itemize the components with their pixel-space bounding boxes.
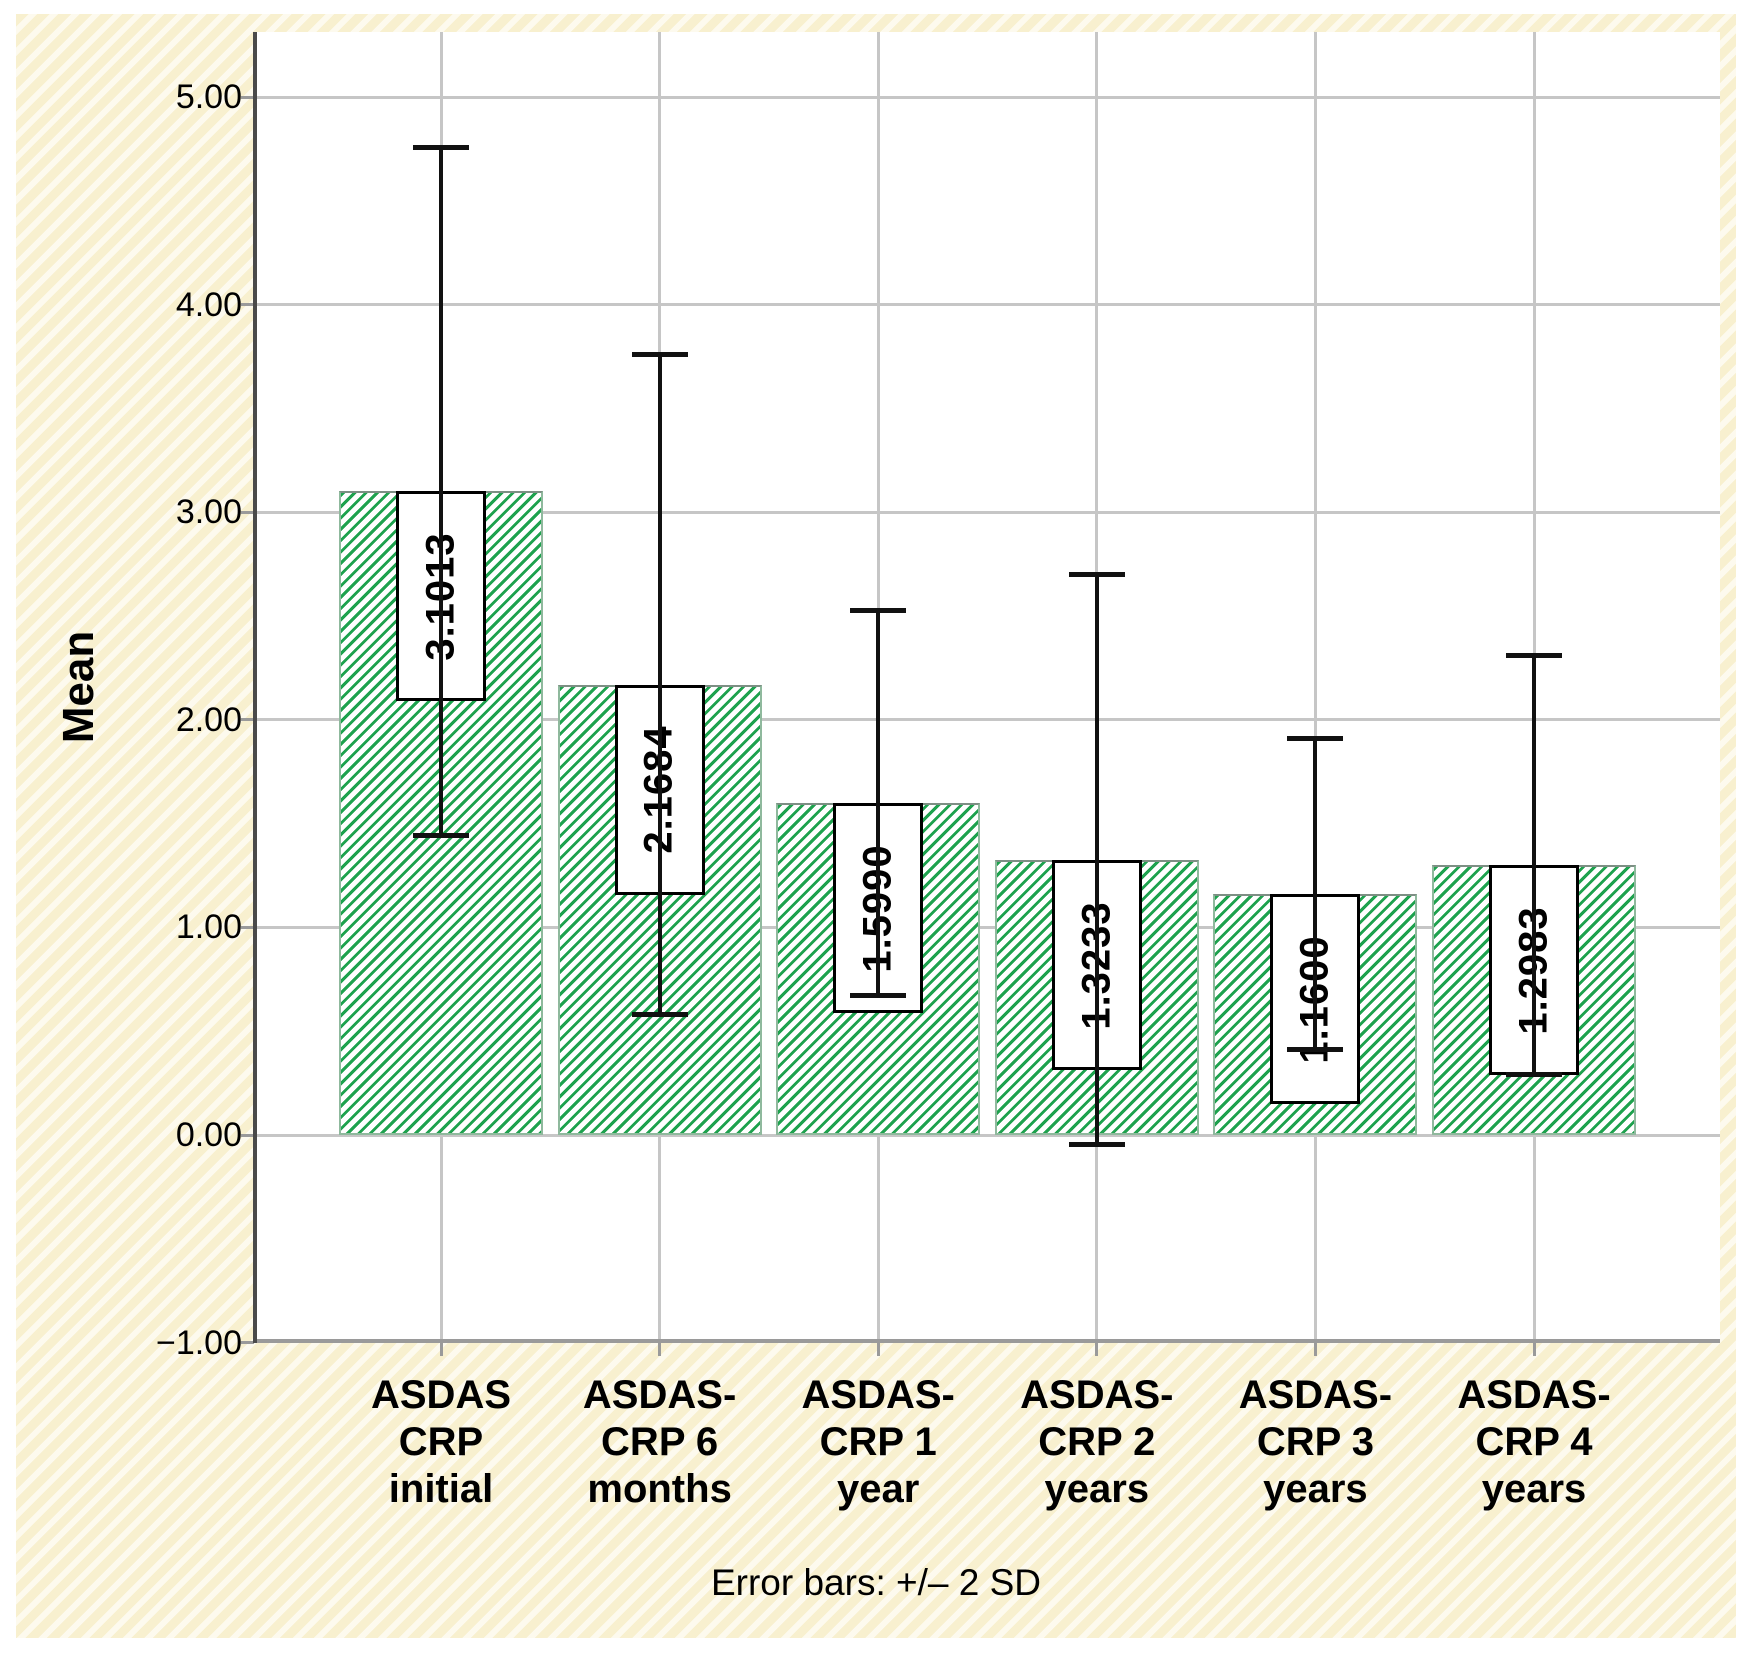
error-bar-line	[439, 146, 443, 837]
error-bar-line	[657, 354, 662, 1015]
x-axis-tick	[1532, 1343, 1536, 1356]
x-axis-tick	[876, 1343, 880, 1356]
error-bar-line	[1094, 574, 1099, 1146]
gridline-horizontal	[257, 303, 1720, 307]
y-axis-title-text: Mean	[54, 630, 104, 744]
y-axis-title: Mean	[34, 547, 124, 827]
error-bar-cap-top	[1506, 653, 1562, 659]
x-axis-tick	[1313, 1343, 1317, 1356]
y-axis-tick	[241, 718, 254, 722]
error-bar-cap-top	[413, 144, 469, 150]
error-bar-cap-bottom	[1506, 1071, 1562, 1077]
y-axis-tick	[241, 1133, 254, 1137]
y-axis-line	[253, 32, 257, 1343]
y-axis-tick	[241, 1341, 254, 1345]
gridline-horizontal	[257, 1133, 1720, 1137]
error-bar-cap-top	[850, 607, 907, 613]
error-bar-cap-bottom	[1068, 1142, 1125, 1148]
y-tick-label: 5.00	[175, 78, 242, 116]
y-axis-tick	[241, 510, 254, 514]
error-bar-cap-bottom	[631, 1011, 688, 1017]
y-tick-label: 1.00	[175, 908, 242, 947]
gridline-horizontal	[257, 510, 1720, 514]
x-category-label: ASDAS- CRP 3 years	[1238, 1373, 1393, 1511]
error-bar-cap-bottom	[413, 833, 469, 839]
y-axis-tick	[241, 925, 254, 929]
x-category-label: ASDAS- CRP 2 years	[1020, 1373, 1174, 1511]
y-axis-tick	[241, 95, 254, 99]
y-tick-label: 0.00	[175, 1116, 242, 1154]
error-bar-line	[1532, 655, 1536, 1075]
y-tick-label: −1.00	[155, 1323, 242, 1362]
error-bar-line	[876, 609, 881, 996]
x-baseline	[257, 1339, 1720, 1343]
x-category-label: ASDAS CRP initial	[370, 1373, 512, 1511]
x-axis-tick	[658, 1343, 662, 1356]
x-category-label: ASDAS- CRP 1 year	[801, 1373, 955, 1511]
x-axis-tick	[1095, 1343, 1099, 1356]
gridline-vertical	[1313, 32, 1317, 1343]
x-axis-tick	[439, 1343, 443, 1356]
error-bars-caption: Error bars: +/– 2 SD	[710, 1562, 1042, 1603]
y-tick-label: 2.00	[175, 700, 242, 739]
y-tick-label: 3.00	[175, 493, 242, 532]
x-category-label: ASDAS- CRP 4 years	[1457, 1373, 1611, 1511]
gridline-horizontal	[257, 95, 1720, 99]
error-bar-cap-top	[1068, 572, 1125, 578]
gridline-horizontal	[257, 925, 1720, 929]
error-bar-line	[1313, 738, 1318, 1050]
x-category-label: ASDAS- CRP 6 months	[582, 1373, 737, 1511]
error-bar-cap-bottom	[1287, 1046, 1344, 1052]
y-axis-tick	[241, 303, 254, 307]
error-bar-cap-top	[1287, 736, 1344, 742]
error-bar-cap-bottom	[850, 992, 907, 998]
error-bar-cap-top	[631, 352, 688, 358]
y-tick-label: 4.00	[175, 285, 242, 324]
gridline-horizontal	[257, 718, 1720, 722]
